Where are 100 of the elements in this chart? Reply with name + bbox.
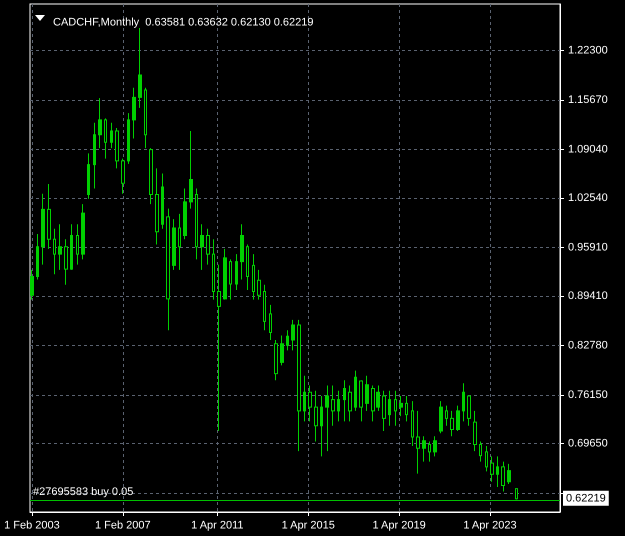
candlestick: [30, 269, 34, 300]
candlestick: [64, 238, 68, 286]
candlestick: [331, 385, 335, 426]
candlestick: [439, 400, 443, 434]
candlestick: [183, 188, 187, 240]
candlestick: [433, 436, 437, 457]
x-tick-label: 1 Apr 2011: [191, 520, 244, 532]
y-tick-label: 0.82780: [568, 339, 608, 352]
candlestick: [195, 188, 198, 260]
text: 0.62219: [566, 492, 606, 504]
candlestick: [365, 375, 369, 412]
candlestick: [303, 375, 306, 422]
candlestick: [286, 330, 289, 351]
candlestick: [308, 385, 312, 422]
candlestick: [200, 224, 204, 270]
candlestick: [388, 390, 391, 426]
candlestick: [110, 122, 113, 149]
candlestick: [246, 244, 249, 290]
candlestick: [291, 319, 295, 351]
y-tick-label: 0.76150: [568, 388, 608, 401]
x-tick-label: 1 Apr 2023: [463, 520, 517, 532]
candlestick: [36, 234, 39, 280]
candlestick: [58, 224, 62, 270]
ref-line-label: #27695583 buy 0.05: [33, 486, 134, 498]
candlestick: [70, 224, 73, 270]
candlestick: [98, 98, 102, 149]
candlestick: [405, 395, 408, 422]
candlestick: [257, 269, 261, 300]
y-tick-label: 0.95910: [568, 241, 608, 254]
candlestick: [411, 400, 414, 446]
candlestick: [161, 173, 164, 230]
candlestick: [240, 224, 244, 280]
candlestick: [235, 254, 238, 290]
candlestick: [132, 87, 136, 139]
candlestick: [337, 390, 340, 422]
candlestick: [422, 436, 426, 462]
candlestick: [479, 440, 482, 462]
candlestick: [172, 218, 176, 270]
candlestick: [325, 385, 329, 452]
candlestick: [496, 456, 499, 488]
candlestick: [359, 380, 363, 422]
candlestick: [314, 390, 318, 442]
candlestick: [297, 319, 301, 452]
candlestick: [155, 168, 159, 245]
x-tick-label: 1 Feb 2007: [94, 520, 151, 532]
candlestick: [81, 204, 85, 260]
candlestick: [149, 148, 153, 205]
y-tick-label: 0.69650: [568, 437, 608, 450]
candlestick: [473, 410, 477, 452]
candlestick: [450, 410, 454, 437]
candlestick: [93, 122, 96, 189]
candlestick: [467, 395, 471, 426]
candlestick: [115, 128, 119, 169]
candlestick: [394, 390, 397, 426]
x-tick-label: 1 Apr 2019: [372, 520, 426, 532]
candlestick: [121, 158, 125, 194]
candlestick: [189, 130, 193, 210]
candlestick: [178, 213, 181, 270]
y-tick-label: 1.09040: [568, 143, 608, 156]
candlestick: [343, 380, 346, 422]
candlestick: [229, 258, 232, 300]
candlestick: [416, 410, 420, 474]
candlestick: [274, 339, 278, 381]
candlestick: [515, 488, 518, 500]
candlestick: [41, 193, 45, 266]
candlestick: [263, 284, 266, 331]
candlestick: [490, 456, 494, 482]
y-tick-label: 0.89410: [568, 290, 608, 302]
candlestick: [269, 304, 272, 340]
x-tick-label: 1 Feb 2003: [4, 520, 60, 532]
candlestick: [382, 390, 386, 432]
y-tick-label: 1.15670: [568, 94, 608, 106]
candlestick: [348, 385, 352, 422]
candlestick: [53, 228, 56, 275]
candlestick: [252, 254, 255, 300]
candlestick: [445, 405, 448, 426]
candlestick: [485, 445, 488, 472]
candlestick: [280, 335, 284, 366]
candlestick: [320, 395, 323, 457]
candlestick: [138, 28, 142, 108]
candlestick: [399, 395, 403, 417]
candlestick: [47, 184, 51, 250]
candlestick: [104, 118, 107, 160]
candlestick: [507, 463, 511, 485]
candlestick: [501, 461, 505, 492]
candlestick: [354, 370, 357, 412]
text: CADCHF,Monthly 0.63581 0.63632 0.62130 0.62219: [53, 16, 314, 28]
candlestick: [206, 228, 210, 266]
candlestick: [166, 208, 170, 331]
candlestick: [456, 405, 460, 432]
candlestick: [127, 112, 130, 164]
candlestick: [462, 382, 465, 422]
candlestick: [223, 248, 227, 300]
candlestick: [212, 238, 215, 300]
candlestick: [217, 264, 221, 432]
y-tick-label: 1.02540: [568, 192, 608, 204]
candlestick: [428, 440, 431, 462]
candlestick: [76, 224, 79, 266]
candlestick: [144, 87, 147, 149]
candlestick: [87, 152, 90, 200]
